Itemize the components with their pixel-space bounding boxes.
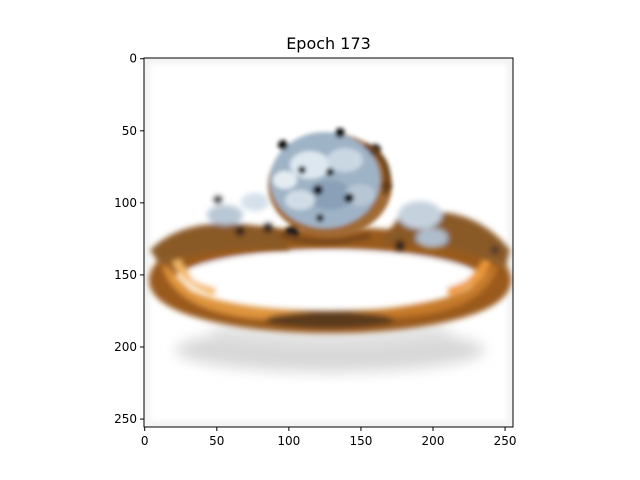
x-tick-label: 150 [349, 434, 372, 448]
x-tick-label: 200 [422, 434, 445, 448]
y-tick-label: 250 [114, 412, 137, 426]
x-axis: 0 50 100 150 200 250 [141, 427, 517, 448]
y-tick-label: 100 [114, 196, 137, 210]
image-area [144, 58, 513, 427]
y-axis: 0 50 100 150 200 250 [114, 52, 144, 426]
y-tick-label: 50 [122, 124, 137, 138]
x-tick-label: 50 [209, 434, 224, 448]
y-tick-label: 150 [114, 268, 137, 282]
ring-shoulders [150, 193, 510, 268]
diamond-cluster [268, 128, 392, 245]
x-tick-label: 250 [494, 434, 517, 448]
y-tick-label: 0 [129, 52, 137, 66]
x-tick-label: 0 [141, 434, 149, 448]
y-tick-label: 200 [114, 340, 137, 354]
chart-title: Epoch 173 [286, 34, 371, 53]
axes-frame [143, 57, 514, 428]
x-tick-label: 100 [277, 434, 300, 448]
